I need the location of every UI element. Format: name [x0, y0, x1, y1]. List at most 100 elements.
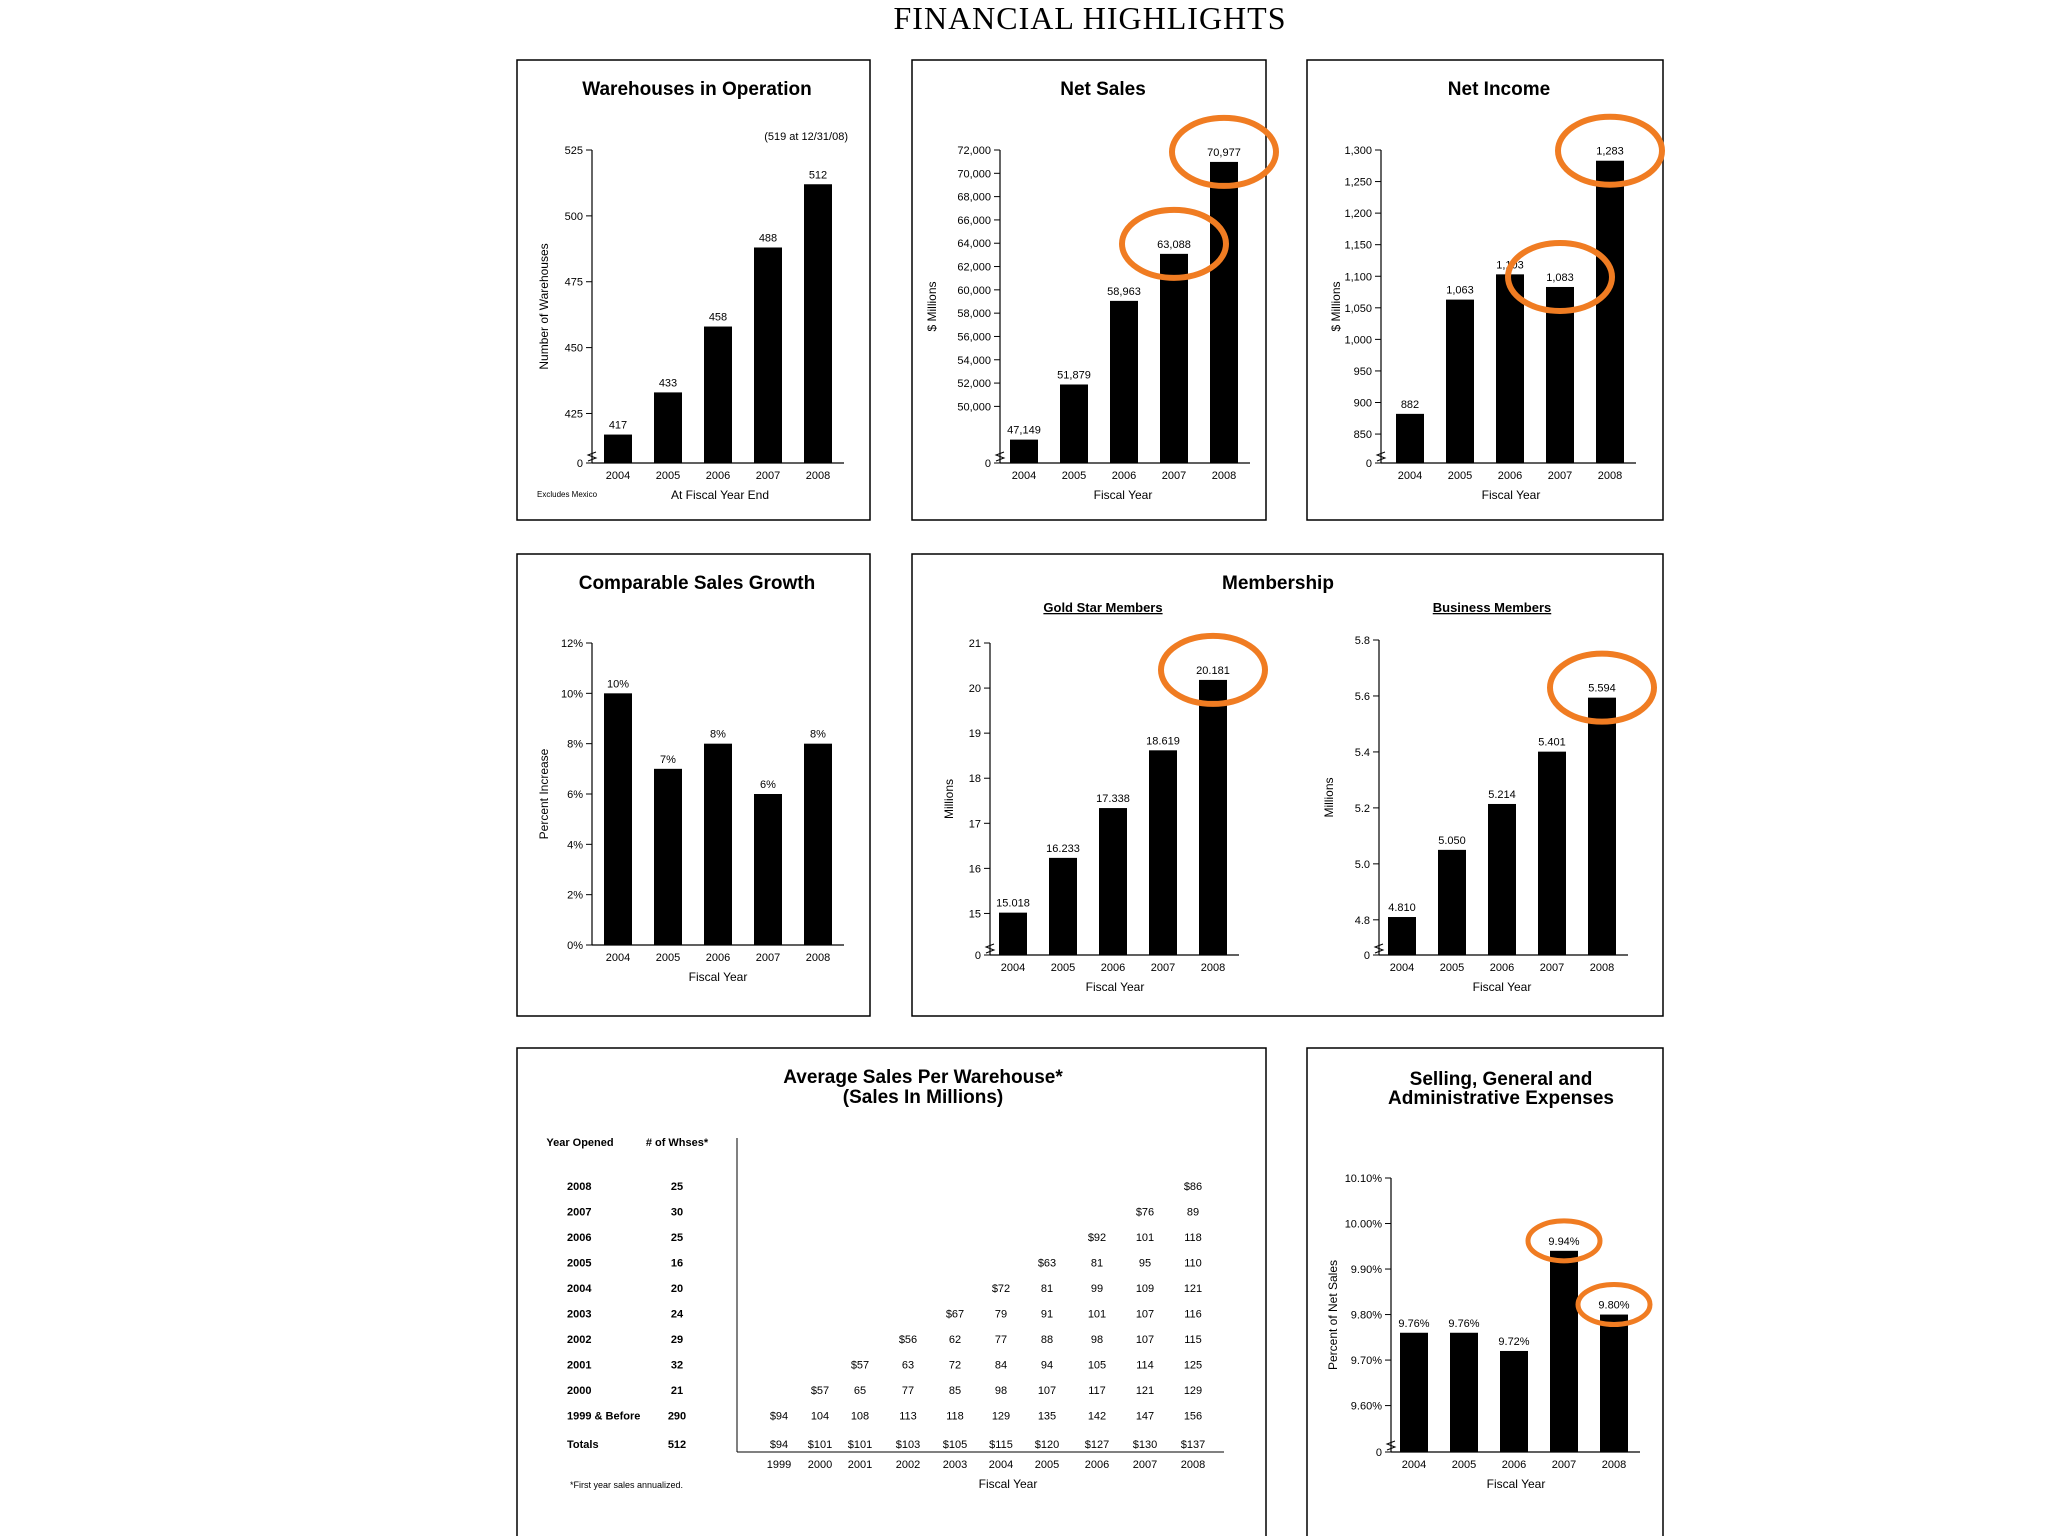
net_sales-ytick-label: 60,000 [957, 285, 991, 297]
table-fiscal-year-2006: 2006 [1085, 1459, 1109, 1471]
gold_star-ytick-label: 21 [969, 638, 981, 650]
gold_star-ytick-label: 20 [969, 683, 981, 695]
business_members-ytick-label: 5.4 [1355, 747, 1370, 759]
comp_sales-category-2005: 2005 [656, 952, 680, 964]
business_members-bar-2006 [1488, 803, 1516, 955]
table-fiscal-year-2000: 2000 [808, 1459, 832, 1471]
table-row-year: Totals [567, 1439, 599, 1451]
gold_star-highlight-circle-2008 [1158, 632, 1268, 707]
panel-net-sales [911, 59, 1267, 521]
sga-bar-2008 [1600, 1314, 1628, 1452]
table-row-year: 2003 [567, 1309, 591, 1321]
business_members-ytick-label: 4.8 [1355, 915, 1370, 927]
comp_sales-ytick-label: 10% [561, 688, 583, 700]
table-x-axis-label: Fiscal Year [979, 1477, 1038, 1491]
table-fiscal-year-2007: 2007 [1133, 1459, 1157, 1471]
sga-ytick-zero: 0 [1376, 1447, 1382, 1459]
table-row-whses: 21 [671, 1385, 683, 1397]
table-row-year: 2004 [567, 1283, 592, 1295]
gold_star-ytick-zero: 0 [975, 950, 981, 962]
table-cell: 72 [949, 1360, 961, 1372]
warehouses-category-2005: 2005 [656, 470, 680, 482]
table-fiscal-year-2002: 2002 [896, 1459, 920, 1471]
net_income-bar-2008 [1596, 160, 1624, 463]
net_sales-ytick-label: 68,000 [957, 192, 991, 204]
table-cell: 63 [902, 1360, 914, 1372]
net_sales-ytick-label: 52,000 [957, 378, 991, 390]
warehouses-note: (519 at 12/31/08) [764, 131, 848, 143]
gold_star-bar-2005 [1049, 857, 1077, 955]
gold_star-ytick-label: 17 [969, 818, 981, 830]
comp_sales-value-label-2005: 7% [660, 754, 676, 766]
comp_sales-bar-2005 [654, 768, 682, 945]
chart-net_sales: 50,000 52,000 54,000 56,000 58,000 60,000 62,0… [925, 145, 1250, 502]
table-cell: 142 [1088, 1411, 1106, 1423]
net_sales-ytick-label: 64,000 [957, 238, 991, 250]
net_income-category-2006: 2006 [1498, 470, 1522, 482]
table-cell: $72 [992, 1283, 1010, 1295]
table-cell: 116 [1184, 1309, 1202, 1321]
comp_sales-category-2007: 2007 [756, 952, 780, 964]
highlight-layer [1119, 113, 1665, 1328]
warehouses-category-2004: 2004 [606, 470, 630, 482]
warehouses-y-axis-label: Number of Warehouses [537, 243, 551, 369]
business_members-category-2007: 2007 [1540, 962, 1564, 974]
comp_sales-ytick-label: 4% [567, 839, 583, 851]
table-footnote: *First year sales annualized. [570, 1480, 683, 1490]
table-header-year: Year Opened [546, 1137, 613, 1149]
warehouses-bar-2008 [804, 184, 832, 463]
table-cell: 118 [1184, 1232, 1202, 1244]
table-header-whses: # of Whses* [646, 1137, 709, 1149]
net_sales-bar-2005 [1060, 384, 1088, 463]
net_income-highlight-circle-2008 [1555, 113, 1665, 188]
table-row-year: 2002 [567, 1334, 591, 1346]
comp_sales-ytick-label: 8% [567, 739, 583, 751]
net_sales-ytick-zero: 0 [985, 458, 991, 470]
title-avg-sales: Average Sales Per Warehouse* [783, 1067, 1063, 1088]
sga-x-axis-label: Fiscal Year [1487, 1477, 1546, 1491]
warehouses-category-2008: 2008 [806, 470, 830, 482]
sga-axis-break [1385, 1440, 1397, 1451]
sga-bar-2006 [1500, 1350, 1528, 1452]
net_sales-ytick-label: 62,000 [957, 262, 991, 274]
table-fiscal-year-2005: 2005 [1035, 1459, 1059, 1471]
net_sales-value-label-2005: 51,879 [1057, 369, 1091, 381]
table-cell: 95 [1139, 1258, 1151, 1270]
warehouses-ytick-label: 500 [565, 211, 583, 223]
table-cell: 77 [995, 1334, 1007, 1346]
table-cell: 156 [1184, 1411, 1202, 1423]
table-cell: 115 [1184, 1334, 1202, 1346]
table-row: 1999 & Before 290 $94 104 108 113 118 129 135 142… [567, 1411, 1202, 1423]
net_income-bar-2006 [1496, 274, 1524, 463]
table-row: 2001 32 $57 63 72 84 94 105 114 125 [567, 1360, 1202, 1372]
table-cell: $92 [1088, 1232, 1106, 1244]
warehouses-category-2006: 2006 [706, 470, 730, 482]
table-row-whses: 30 [671, 1207, 683, 1219]
chart-comp_sales: 0% 2% 4% 6% 8% 10% 12% 10% 2004 7% 2005 8% 2006 6% 200… [537, 638, 844, 984]
net_sales-ytick-label: 58,000 [957, 308, 991, 320]
comp_sales-bar-2004 [604, 693, 632, 945]
table-cell: $127 [1085, 1439, 1109, 1451]
net_sales-value-label-2007: 63,088 [1157, 239, 1191, 251]
business_members-bar-2005 [1438, 849, 1466, 955]
warehouses-ytick-label: 475 [565, 277, 583, 289]
warehouses-value-label-2005: 433 [659, 377, 677, 389]
sga-category-2008: 2008 [1602, 1459, 1626, 1471]
gold_star-value-label-2008: 20.181 [1196, 665, 1230, 677]
gold_star-ytick-label: 15 [969, 908, 981, 920]
table-row-year: 2006 [567, 1232, 591, 1244]
table-row-whses: 20 [671, 1283, 683, 1295]
table-cell: 107 [1136, 1309, 1154, 1321]
sga-ytick-label: 9.70% [1351, 1355, 1382, 1367]
table-cell: 121 [1136, 1385, 1154, 1397]
net_sales-ytick-label: 66,000 [957, 215, 991, 227]
net_income-ytick-label: 1,100 [1344, 271, 1372, 283]
table-fiscal-year-1999: 1999 [767, 1459, 791, 1471]
table-cell: 109 [1136, 1283, 1154, 1295]
net_sales-highlight-circle-2007 [1119, 206, 1229, 281]
table-cell: $103 [896, 1439, 920, 1451]
warehouses-ytick-label: 425 [565, 408, 583, 420]
gold_star-category-2004: 2004 [1001, 962, 1025, 974]
sga-ytick-label: 9.80% [1351, 1310, 1382, 1322]
table-cell: $101 [848, 1439, 872, 1451]
